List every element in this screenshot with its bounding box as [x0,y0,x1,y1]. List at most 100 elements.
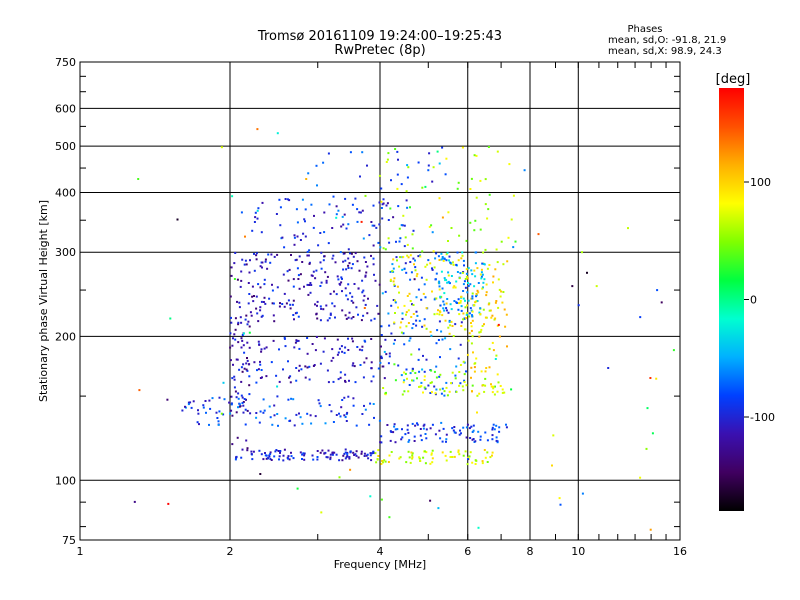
data-point [462,312,465,315]
data-point [485,291,488,294]
data-point [467,285,470,287]
data-point [468,315,471,318]
data-point [483,323,485,326]
data-point [241,402,244,404]
data-point [256,312,259,315]
data-point [248,393,251,396]
data-point [336,275,339,278]
data-point [282,368,284,371]
data-point [399,326,402,329]
x-tick-label: 2 [227,545,234,558]
data-point [292,299,295,302]
data-point [244,235,246,238]
data-point [415,324,418,327]
data-point [475,292,478,295]
data-point [275,213,278,215]
data-point [496,150,499,153]
data-point [292,285,295,288]
data-point [500,290,503,293]
data-point [253,221,256,223]
data-point [452,263,455,266]
data-point [467,339,470,342]
data-point [479,435,482,438]
data-point [397,364,400,367]
data-point [321,449,324,452]
data-point [241,396,244,399]
data-point [312,270,315,273]
data-point [481,460,484,463]
data-point [236,436,239,439]
data-point [377,241,380,244]
data-point [462,389,465,392]
data-point [443,277,446,280]
data-point [476,394,479,397]
data-point [439,295,442,298]
data-point [222,381,225,384]
data-point [230,266,233,269]
data-point [324,271,327,274]
data-point [429,262,432,265]
data-point [396,173,399,176]
data-point [331,227,334,229]
data-point [401,312,404,315]
data-point [391,270,394,273]
data-point [341,277,343,280]
data-point [376,304,379,307]
data-point [492,385,495,388]
data-point [276,132,279,135]
data-point [289,375,292,378]
data-point [360,450,363,453]
data-point [363,452,366,455]
data-point [246,369,249,372]
data-point [362,376,365,379]
data-point [302,452,305,455]
data-point [401,436,404,439]
data-point [463,373,466,376]
data-point [392,267,395,270]
data-point [453,431,456,434]
data-point [283,292,286,295]
data-point [407,450,410,453]
data-point [369,402,372,405]
data-point [414,259,416,262]
data-point [282,454,285,457]
data-point [361,209,364,212]
data-point [385,391,387,394]
data-point [273,255,276,258]
data-point [552,434,555,437]
data-point [656,289,659,292]
data-point [398,227,401,230]
data-point [470,322,472,324]
data-point [338,459,341,462]
data-point [470,376,472,379]
data-point [320,281,323,284]
data-point [461,254,464,257]
data-point [283,448,286,451]
data-point [290,455,293,458]
data-point [240,394,243,397]
data-point [231,377,234,380]
data-point [351,263,354,266]
data-point [417,255,420,258]
data-point [491,434,494,437]
data-point [363,404,365,407]
data-point [430,224,433,227]
data-point [367,457,370,460]
data-point [475,357,478,360]
data-point [229,295,232,298]
data-point [299,239,302,241]
data-point [453,455,456,458]
colorbar-label: [deg] [716,72,751,87]
data-point [382,461,384,464]
data-point [477,282,480,284]
data-point [471,461,474,464]
data-point [287,455,290,458]
y-tick-label: 100 [55,474,76,487]
data-point [265,346,268,349]
data-point [338,476,341,479]
data-point [450,320,453,323]
data-point [138,389,141,392]
data-point [364,303,367,306]
data-point [508,163,511,166]
data-point [412,257,415,260]
